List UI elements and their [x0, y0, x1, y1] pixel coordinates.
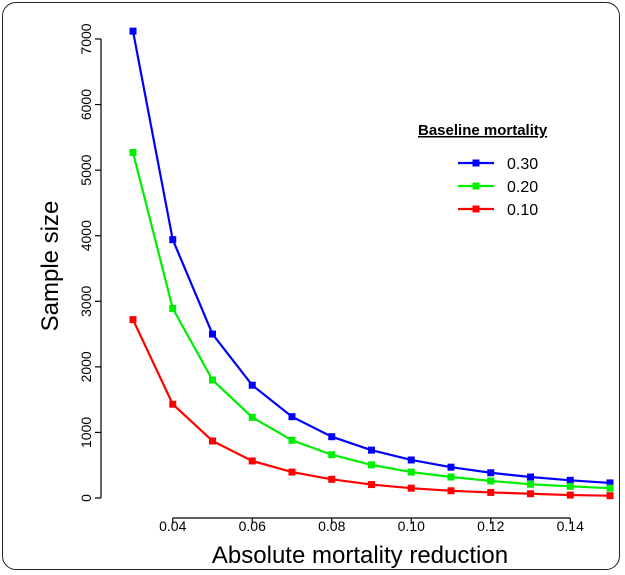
data-point: [487, 477, 495, 485]
x-axis-title: Absolute mortality reduction: [212, 542, 508, 569]
data-point: [328, 451, 336, 459]
y-tick-label: 4000: [78, 220, 94, 251]
data-point: [407, 484, 415, 492]
data-point: [566, 491, 574, 499]
data-point: [566, 476, 574, 484]
data-point: [288, 413, 296, 421]
y-tick-label: 0: [78, 494, 94, 502]
legend-item: 0.30: [458, 156, 538, 173]
data-point: [447, 463, 455, 471]
data-point: [169, 304, 177, 312]
data-point: [209, 376, 216, 384]
data-point: [328, 475, 336, 483]
data-point: [169, 236, 177, 244]
data-point: [248, 413, 256, 421]
legend: Baseline mortality 0.30 0.20 0.10: [418, 122, 548, 219]
legend-item: 0.10: [458, 202, 538, 219]
data-point: [129, 148, 137, 156]
legend-swatch-marker: [472, 205, 480, 213]
legend-title: Baseline mortality: [418, 122, 548, 139]
series-0.20: [129, 148, 614, 492]
data-point: [566, 482, 574, 490]
data-point: [527, 473, 534, 481]
data-point: [248, 381, 256, 389]
x-tick-label: 0.14: [557, 518, 584, 534]
series-layer: [129, 27, 614, 500]
y-axis: 0 1000 2000 3000 4000 5000 6000 7000: [78, 23, 102, 502]
x-axis: 0.04 0.06 0.08 0.10 0.12 0.14: [159, 517, 584, 534]
data-point: [407, 456, 415, 464]
data-point: [368, 446, 375, 454]
data-point: [129, 316, 137, 324]
data-point: [527, 480, 534, 488]
data-point: [209, 437, 216, 445]
data-point: [407, 468, 415, 476]
series-0.10: [129, 316, 614, 500]
data-point: [487, 488, 495, 496]
data-point: [248, 457, 256, 465]
data-point: [447, 473, 455, 481]
x-tick-label: 0.04: [159, 518, 186, 534]
legend-swatch-marker: [472, 159, 480, 167]
data-point: [487, 469, 495, 477]
legend-swatch-marker: [472, 182, 480, 190]
series-line: [131, 30, 611, 485]
legend-label: 0.20: [507, 179, 538, 196]
data-point: [288, 436, 296, 444]
x-tick-label: 0.10: [398, 518, 425, 534]
data-point: [169, 400, 177, 408]
data-point: [606, 492, 614, 500]
data-point: [527, 490, 534, 498]
data-point: [606, 479, 614, 487]
data-point: [368, 461, 375, 469]
legend-label: 0.10: [507, 202, 538, 219]
data-point: [328, 433, 336, 441]
legend-item: 0.20: [458, 179, 538, 196]
series-line: [132, 319, 611, 497]
series-line: [131, 152, 611, 490]
y-tick-label: 7000: [78, 23, 94, 54]
data-point: [288, 468, 296, 476]
data-point: [606, 484, 614, 492]
y-tick-label: 3000: [78, 286, 94, 317]
y-axis-title: Sample size: [37, 201, 64, 332]
data-point: [129, 27, 137, 35]
y-tick-label: 6000: [78, 89, 94, 120]
data-point: [209, 330, 216, 338]
x-tick-label: 0.06: [239, 518, 266, 534]
x-tick-label: 0.12: [477, 518, 504, 534]
x-tick-label: 0.08: [318, 518, 345, 534]
y-tick-label: 5000: [78, 154, 94, 185]
legend-label: 0.30: [507, 156, 538, 173]
y-tick-label: 2000: [78, 351, 94, 382]
series-0.30: [129, 27, 614, 487]
y-tick-label: 1000: [78, 417, 94, 448]
data-point: [447, 487, 455, 495]
data-point: [368, 481, 375, 489]
